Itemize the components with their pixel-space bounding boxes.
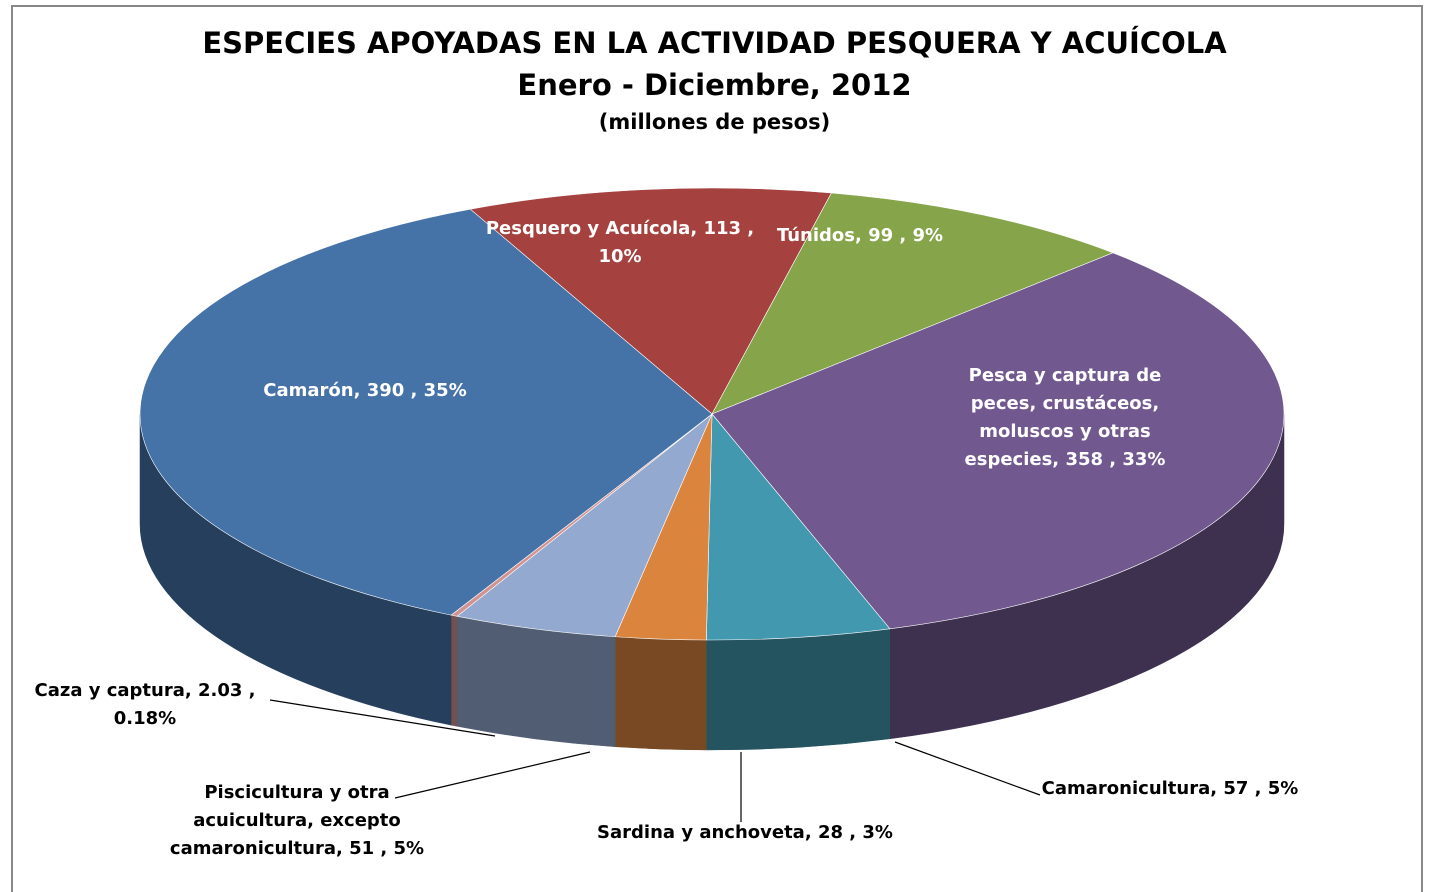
pie-slice-side	[456, 616, 616, 748]
leader-line	[269, 699, 496, 737]
value-label: 113 , 10%	[598, 218, 755, 267]
chart-units: (millones de pesos)	[598, 110, 831, 134]
data-label: Sardina y anchoveta, 28 , 3%	[595, 819, 895, 847]
pie-slice	[711, 192, 1114, 415]
value-label: 51 , 5%	[349, 838, 425, 859]
chart-subtitle: Enero - Diciembre, 2012	[517, 68, 912, 102]
data-label: Piscicultura y otra acuicultura, excepto…	[167, 779, 427, 863]
data-label: Camarón, 390 , 35%	[215, 377, 515, 405]
leader-lines	[269, 699, 1041, 822]
pie-slice	[706, 413, 891, 641]
data-label: Pesquero y Acuícola, 113 , 10%	[485, 215, 755, 271]
value-label: 390 , 35%	[366, 380, 467, 401]
category-label: Piscicultura y otra acuicultura, excepto…	[169, 782, 401, 859]
data-label: Camaronicultura, 57 , 5%	[1025, 775, 1315, 803]
value-label: 2.03 , 0.18%	[113, 680, 256, 729]
pie-slice	[456, 413, 713, 638]
value-label: 28 , 3%	[817, 822, 893, 843]
category-label: Túnidos,	[776, 225, 862, 246]
chart-border	[11, 5, 1423, 892]
leader-line	[894, 741, 1041, 796]
pie-slice-side	[614, 636, 707, 751]
value-label: 57 , 5%	[1223, 778, 1299, 799]
pie-slice	[469, 187, 832, 415]
pie-slice-side	[450, 614, 458, 727]
pie-slice	[711, 252, 1285, 630]
leader-line	[394, 751, 591, 799]
pie-slice	[139, 208, 713, 616]
data-label: Pesca y captura de peces, crustáceos, mo…	[940, 362, 1190, 474]
category-label: Caza y captura,	[34, 680, 192, 701]
chart-title: ESPECIES APOYADAS EN LA ACTIVIDAD PESQUE…	[202, 26, 1227, 60]
category-label: Pesca y captura de peces, crustáceos, mo…	[964, 365, 1162, 470]
category-label: Pesquero y Acuícola,	[485, 218, 698, 239]
pie-tops	[139, 187, 1285, 641]
pie-sides	[139, 413, 1285, 751]
value-label: 358 , 33%	[1065, 449, 1166, 470]
value-label: 99 , 9%	[868, 225, 944, 246]
category-label: Sardina y anchoveta,	[597, 822, 812, 843]
category-label: Camarón,	[263, 380, 361, 401]
pie-slice-side	[706, 628, 891, 751]
category-label: Camaronicultura,	[1041, 778, 1218, 799]
data-label: Caza y captura, 2.03 , 0.18%	[5, 677, 285, 733]
data-label: Túnidos, 99 , 9%	[730, 222, 990, 250]
